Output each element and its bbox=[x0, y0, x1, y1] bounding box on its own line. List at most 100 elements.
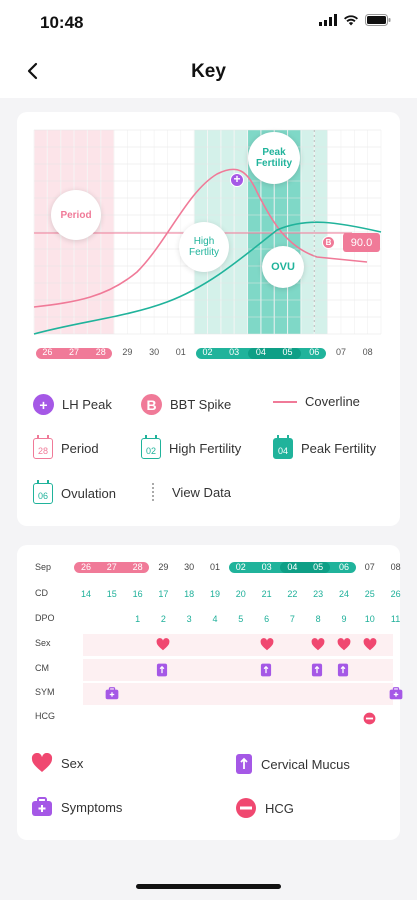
nav-bar: Key bbox=[0, 46, 417, 98]
wifi-icon bbox=[344, 15, 358, 26]
data-table-card: Sep CD DPO Sex CM SYM HCG 26 27 28 29 30 01 02 03 04 05 0… bbox=[17, 545, 403, 840]
dpo-cell: 4 bbox=[212, 614, 218, 624]
row-label-cd: CD bbox=[35, 588, 48, 598]
dpo-cell: 7 bbox=[289, 614, 295, 624]
x-tick-label: 06 bbox=[309, 347, 320, 357]
legend-sex: Sex bbox=[31, 753, 83, 773]
legend-hcg-label: HCG bbox=[265, 800, 294, 816]
peak-date-pill bbox=[280, 562, 330, 573]
legend-period-label: Period bbox=[61, 441, 99, 456]
x-tick-label: 01 bbox=[175, 347, 186, 357]
x-tick-label: 07 bbox=[335, 347, 346, 357]
dpo-cell: 5 bbox=[238, 614, 244, 624]
dpo-cell: 3 bbox=[186, 614, 192, 624]
status-icons bbox=[319, 14, 391, 26]
peak-fertility-label-2: Fertility bbox=[255, 158, 293, 169]
x-tick-label: 27 bbox=[69, 347, 80, 357]
x-tick-label: 03 bbox=[229, 347, 240, 357]
date-cell: 28 bbox=[132, 562, 143, 572]
status-time: 10:48 bbox=[40, 13, 84, 32]
chart-key-card: Period High Fertlity Peak Fertility OVU … bbox=[17, 112, 400, 526]
legend-high-fertility: 02 High Fertility bbox=[141, 435, 242, 459]
ovulation-label: OVU bbox=[271, 261, 295, 273]
cervical-mucus-icon bbox=[311, 663, 325, 677]
date-cell: 02 bbox=[235, 562, 246, 572]
legend-ovulation-label: Ovulation bbox=[61, 486, 116, 501]
coverline-value: 90.0 bbox=[350, 236, 373, 249]
x-tick-label: 26 bbox=[42, 347, 53, 357]
legend-bbt-spike: B BBT Spike bbox=[141, 394, 231, 415]
event-row-band bbox=[83, 683, 393, 705]
period-date-pill bbox=[74, 562, 150, 573]
page-title: Key bbox=[191, 61, 226, 82]
period-date-pill bbox=[36, 348, 113, 359]
cd-cell: 24 bbox=[338, 589, 349, 599]
x-tick-label: 05 bbox=[282, 347, 293, 357]
cd-cell: 26 bbox=[390, 589, 401, 599]
date-cell: 06 bbox=[338, 562, 349, 572]
dpo-cell: 2 bbox=[160, 614, 166, 624]
bbt-spike-marker-text: B bbox=[325, 238, 332, 247]
dotted-line-icon bbox=[152, 483, 154, 501]
cervical-mucus-icon bbox=[156, 663, 170, 677]
period-calendar-icon: 28 bbox=[33, 435, 53, 459]
cd-cell: 14 bbox=[80, 589, 91, 599]
cd-cell: 20 bbox=[235, 589, 246, 599]
peak-fertility-calendar-icon: 04 bbox=[273, 435, 293, 459]
date-cell: 29 bbox=[158, 562, 169, 572]
legend-view-data: View Data bbox=[152, 483, 231, 501]
date-cell: 04 bbox=[287, 562, 298, 572]
legend-bbt-spike-label: BBT Spike bbox=[170, 397, 232, 412]
date-cell: 05 bbox=[313, 562, 324, 572]
legend-cervical-mucus: Cervical Mucus bbox=[235, 753, 350, 775]
status-bar: 10:48 bbox=[0, 0, 417, 46]
x-tick-label: 08 bbox=[362, 347, 373, 357]
cd-cell: 19 bbox=[209, 589, 220, 599]
row-label-month: Sep bbox=[35, 562, 52, 572]
dpo-cell: 1 bbox=[135, 614, 141, 624]
legend-cervical-mucus-label: Cervical Mucus bbox=[261, 756, 350, 772]
dpo-cell: 11 bbox=[390, 614, 401, 624]
ovulation-calendar-icon: 06 bbox=[33, 480, 53, 504]
x-tick-label: 04 bbox=[255, 347, 266, 357]
hcg-minus-icon bbox=[363, 712, 377, 726]
row-label-hcg: HCG bbox=[35, 711, 55, 721]
legend-high-fertility-label: High Fertility bbox=[169, 441, 242, 456]
legend-sex-label: Sex bbox=[61, 755, 84, 771]
bbt-spike-marker: B bbox=[322, 236, 335, 249]
legend-symptoms: Symptoms bbox=[31, 797, 122, 817]
lh-peak-marker: + bbox=[230, 173, 244, 187]
dpo-cell: 10 bbox=[364, 614, 375, 624]
cd-cell: 21 bbox=[261, 589, 272, 599]
sex-heart-icon bbox=[363, 638, 377, 652]
cd-cell: 23 bbox=[313, 589, 324, 599]
peak-fertility-label-1: Peak bbox=[262, 147, 286, 158]
legend-ovulation: 06 Ovulation bbox=[33, 480, 116, 504]
bbt-spike-icon: B bbox=[141, 394, 162, 415]
date-cell: 01 bbox=[209, 562, 220, 572]
date-cell: 08 bbox=[390, 562, 401, 572]
period-label: Period bbox=[60, 209, 92, 221]
x-tick-label: 29 bbox=[122, 347, 133, 357]
ovulation-bubble: OVU bbox=[262, 246, 304, 288]
lh-line bbox=[33, 221, 382, 335]
home-indicator bbox=[136, 884, 281, 889]
date-cell: 26 bbox=[80, 562, 91, 572]
row-label-cm: CM bbox=[35, 663, 49, 673]
cycle-chart bbox=[33, 129, 382, 335]
legend-peak-fertility-label: Peak Fertility bbox=[301, 441, 377, 456]
peak-fertility-bubble: Peak Fertility bbox=[248, 132, 300, 184]
high-fertility-bubble: High Fertlity bbox=[179, 222, 229, 272]
legend-period: 28 Period bbox=[33, 435, 99, 459]
legend-peak-fertility: 04 Peak Fertility bbox=[273, 435, 377, 459]
date-cell: 30 bbox=[184, 562, 195, 572]
bbt-line bbox=[33, 168, 368, 308]
symptoms-kit-icon bbox=[32, 797, 52, 816]
cd-cell: 18 bbox=[184, 589, 195, 599]
legend-view-data-label: View Data bbox=[172, 484, 232, 500]
symptoms-kit-icon bbox=[389, 687, 403, 701]
row-label-dpo: DPO bbox=[35, 613, 55, 623]
period-bubble: Period bbox=[51, 190, 101, 240]
cd-cell: 25 bbox=[364, 589, 375, 599]
back-chevron-icon[interactable] bbox=[22, 60, 44, 82]
